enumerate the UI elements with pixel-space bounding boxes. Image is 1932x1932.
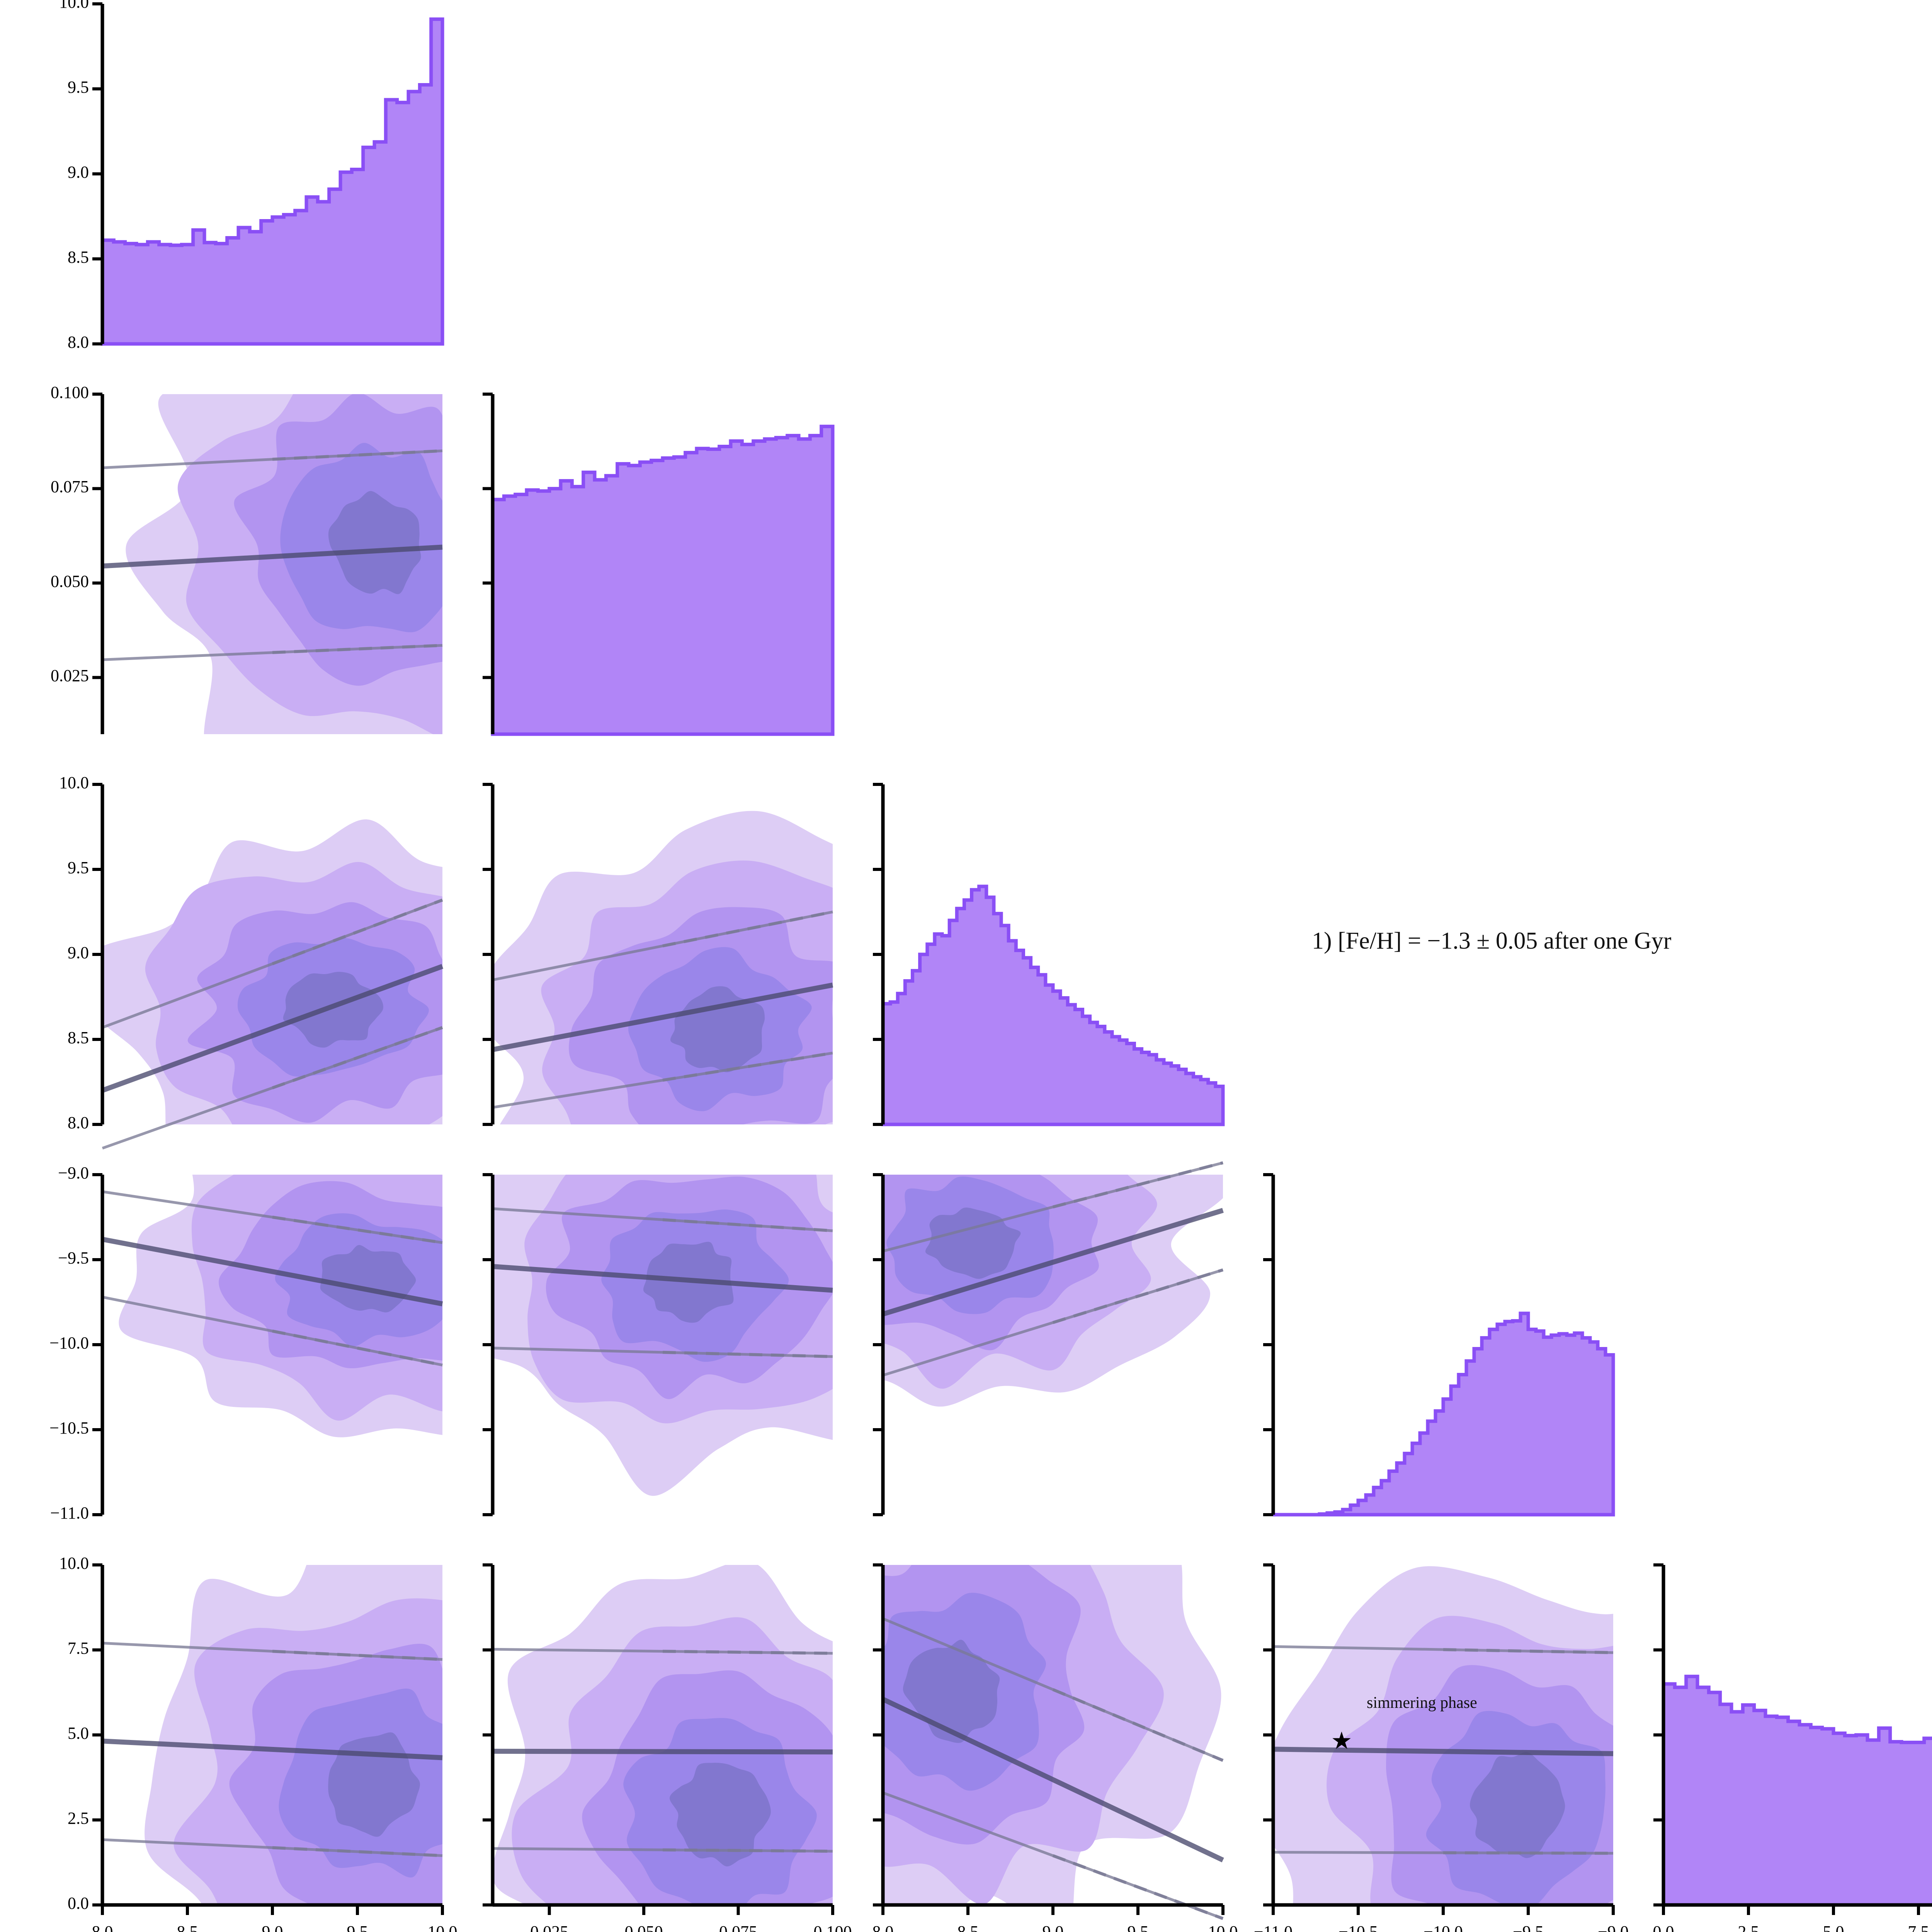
y-tick-label-epssf-1: −10.5	[49, 1418, 89, 1437]
joint-panel-tcool-vs-m0cold	[92, 783, 444, 1150]
hist-panel-epssf	[1263, 1173, 1615, 1517]
simmering-phase-label: simmering phase	[1367, 1694, 1477, 1712]
y-tick-label-tcool-4: 10.0	[59, 773, 89, 792]
hist-panel-tcool	[873, 783, 1225, 1126]
x-tick-label-epssf-0: −11.0	[1253, 1922, 1293, 1932]
y-tick-label-mdotinflow-0: 0.0	[68, 1894, 89, 1913]
y-tick-label-mdotinflow-1: 2.5	[68, 1809, 89, 1828]
x-tick-label-epssf-3: −9.5	[1513, 1922, 1544, 1932]
x-tick-label-m0cold-3: 9.5	[347, 1922, 368, 1932]
hist-panel-mdotinflow	[1653, 1563, 1932, 1915]
y-tick-label-mdotinflow-4: 10.0	[59, 1554, 89, 1573]
x-tick-label-tcool-1: 8.5	[957, 1922, 979, 1932]
joint-panel-mdotinflow-vs-tcool	[873, 1563, 1225, 1920]
x-tick-label-m0cold-4: 10.0	[427, 1922, 457, 1932]
y-tick-label-mdotinflow-3: 7.5	[68, 1639, 89, 1658]
y-tick-label-m0cold-2: 9.0	[68, 163, 89, 182]
y-tick-label-tcool-3: 9.5	[68, 858, 89, 877]
x-tick-label-mdotinflow-1: 2.5	[1738, 1922, 1759, 1932]
x-tick-label-m0cold-2: 9.0	[262, 1922, 283, 1932]
joint-panel-epssf-vs-m0cold	[92, 1173, 443, 1516]
y-tick-label-fsnia-1: 0.050	[51, 571, 89, 591]
joint-panel-epssf-vs-tcool	[873, 1161, 1224, 1516]
x-tick-label-fsnia-2: 0.075	[719, 1922, 758, 1932]
y-tick-label-epssf-4: −9.0	[58, 1163, 89, 1182]
joint-panel-mdotinflow-vs-m0cold	[92, 1563, 444, 1915]
y-tick-label-fsnia-0: 0.025	[51, 666, 89, 685]
hist-panel-m0cold	[92, 2, 444, 346]
y-tick-label-tcool-1: 8.5	[68, 1028, 89, 1047]
x-tick-label-epssf-2: −10.0	[1423, 1922, 1463, 1932]
joint-panel-epssf-vs-fsnia	[483, 1173, 833, 1516]
joint-panel-mdotinflow-vs-epssf	[1263, 1563, 1615, 1915]
x-tick-label-fsnia-1: 0.050	[624, 1922, 663, 1932]
y-tick-label-epssf-0: −11.0	[50, 1503, 89, 1522]
y-tick-label-m0cold-3: 9.5	[68, 78, 89, 97]
y-tick-label-fsnia-2: 0.075	[51, 477, 89, 497]
y-tick-label-fsnia-3: 0.100	[51, 383, 89, 402]
hist-panel-fsnia	[483, 393, 835, 736]
x-tick-label-mdotinflow-0: 0.0	[1653, 1922, 1674, 1932]
x-tick-label-tcool-3: 9.5	[1127, 1922, 1149, 1932]
y-tick-label-epssf-3: −9.5	[58, 1248, 89, 1267]
x-tick-label-tcool-2: 9.0	[1042, 1922, 1064, 1932]
x-tick-label-tcool-4: 10.0	[1208, 1922, 1238, 1932]
y-tick-label-tcool-0: 8.0	[68, 1113, 89, 1132]
x-tick-label-epssf-1: −10.5	[1338, 1922, 1378, 1932]
y-tick-label-epssf-2: −10.0	[49, 1333, 89, 1352]
joint-panel-fsnia-vs-m0cold	[92, 393, 443, 734]
joint-panel-tcool-vs-fsnia	[483, 783, 833, 1126]
x-tick-label-fsnia-3: 0.100	[813, 1922, 852, 1932]
x-tick-label-m0cold-0: 8.0	[92, 1922, 113, 1932]
fe-h-annotation: 1) [Fe/H] = −1.3 ± 0.05 after one Gyr	[1312, 928, 1672, 954]
y-tick-label-m0cold-4: 10.0	[59, 0, 89, 12]
x-tick-label-tcool-0: 8.0	[872, 1922, 894, 1932]
y-tick-label-m0cold-0: 8.0	[68, 333, 89, 352]
y-tick-label-m0cold-1: 8.5	[68, 248, 89, 267]
x-tick-label-fsnia-0: 0.025	[530, 1922, 569, 1932]
y-tick-label-tcool-2: 9.0	[68, 943, 89, 962]
simmering-phase-star-marker: ★	[1331, 1728, 1352, 1755]
y-tick-label-mdotinflow-2: 5.0	[68, 1724, 89, 1743]
x-tick-label-mdotinflow-2: 5.0	[1823, 1922, 1844, 1932]
x-tick-label-mdotinflow-3: 7.5	[1908, 1922, 1929, 1932]
x-tick-label-epssf-4: −9.0	[1598, 1922, 1629, 1932]
joint-panel-mdotinflow-vs-fsnia	[483, 1563, 834, 1915]
x-tick-label-m0cold-1: 8.5	[177, 1922, 198, 1932]
